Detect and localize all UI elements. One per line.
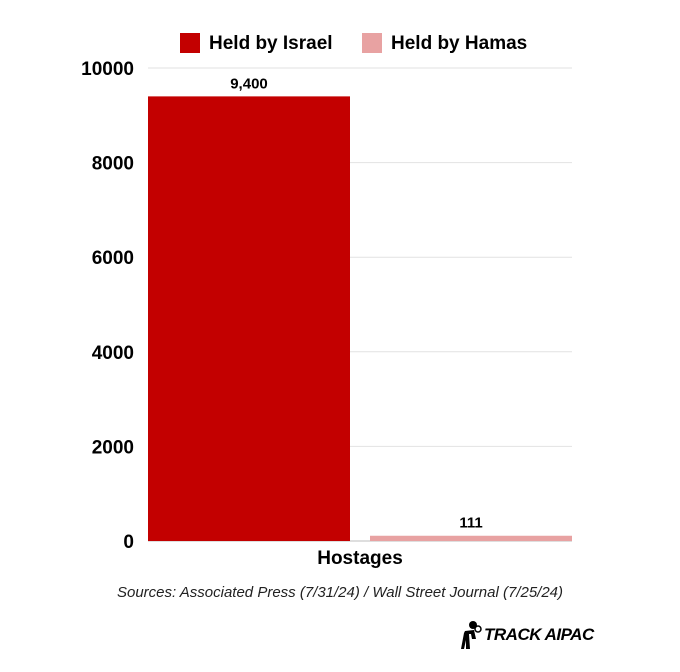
y-tick-label: 8000	[92, 154, 134, 175]
legend-label: Held by Hamas	[391, 33, 527, 54]
legend-swatch	[180, 33, 200, 53]
bar-held-by-hamas	[370, 535, 572, 541]
y-tick-label: 2000	[92, 437, 134, 458]
logo-text: TRACK AIPAC	[484, 625, 594, 644]
data-label: 9,400	[230, 75, 268, 92]
y-tick-label: 4000	[92, 343, 134, 364]
bars	[148, 96, 572, 541]
legend-label: Held by Israel	[209, 33, 333, 54]
legend-swatch	[362, 33, 382, 53]
y-axis-tick-labels: 0 2000 4000 6000 8000 10000	[81, 59, 134, 553]
track-aipac-logo: TRACK AIPAC	[460, 618, 594, 652]
y-tick-label: 10000	[81, 59, 134, 80]
y-tick-label: 6000	[92, 248, 134, 269]
legend: Held by Israel Held by Hamas	[180, 33, 527, 54]
data-label: 111	[459, 515, 482, 532]
bar-chart: 0 2000 4000 6000 8000 10000 9,400 111 Held by …	[81, 33, 572, 569]
legend-item: Held by Hamas	[362, 33, 527, 54]
legend-item: Held by Israel	[180, 33, 333, 54]
source-note: Sources: Associated Press (7/31/24) / Wa…	[116, 584, 564, 601]
x-axis-category-labels: Hostages	[317, 548, 403, 569]
bar-held-by-israel	[148, 96, 350, 541]
x-category-label: Hostages	[317, 548, 403, 569]
data-labels: 9,400 111	[230, 75, 482, 531]
person-icon	[461, 621, 482, 649]
y-tick-label: 0	[123, 532, 134, 553]
